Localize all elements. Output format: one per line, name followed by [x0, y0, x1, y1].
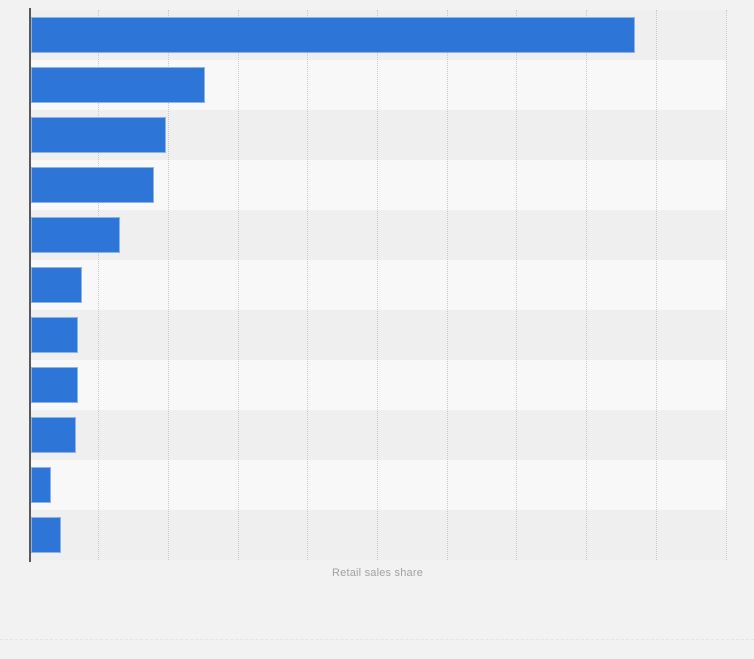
bar-item-8[interactable]: [31, 417, 76, 453]
bar-item-3[interactable]: [31, 167, 154, 203]
x-gridline: [725, 10, 727, 560]
bar-item-9[interactable]: [31, 467, 52, 503]
bar-item-6[interactable]: [31, 317, 78, 353]
bar-item-0[interactable]: [31, 17, 636, 53]
x-gridline: [655, 10, 657, 560]
footer-divider: [0, 639, 754, 640]
x-gridline: [98, 10, 100, 560]
x-gridline: [237, 10, 239, 560]
bar-item-7[interactable]: [31, 367, 79, 403]
bar-item-10[interactable]: [31, 517, 62, 553]
bar-item-1[interactable]: [31, 67, 205, 103]
bar-item-4[interactable]: [31, 217, 120, 253]
x-gridline: [446, 10, 448, 560]
x-gridline: [377, 10, 378, 560]
x-gridline: [167, 10, 169, 560]
bar-item-2[interactable]: [31, 117, 166, 153]
x-gridline: [586, 10, 588, 560]
x-axis-title: Retail sales share: [331, 567, 424, 579]
bar-item-5[interactable]: [31, 267, 82, 303]
y-axis-line: [29, 8, 31, 562]
plot-area: [29, 10, 727, 560]
x-gridline: [516, 10, 518, 560]
x-gridline: [307, 10, 309, 560]
